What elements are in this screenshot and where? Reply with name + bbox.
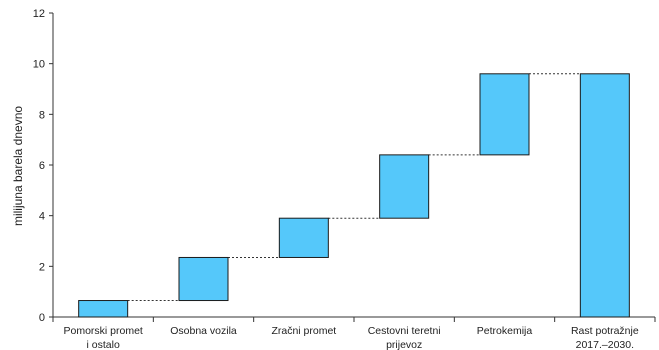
y-axis-title: milijuna barela dnevno xyxy=(11,106,25,226)
x-axis xyxy=(52,316,656,322)
bar xyxy=(178,256,229,302)
y-tick-label: 6 xyxy=(39,160,45,172)
y-tick-label: 8 xyxy=(39,109,45,121)
bar xyxy=(78,300,129,318)
y-tick-label: 2 xyxy=(39,261,45,273)
bars xyxy=(78,73,630,318)
y-tick-label: 10 xyxy=(33,59,45,71)
x-category-label: Pomorski promet i ostalo xyxy=(63,325,142,350)
x-category-label: Osobna vozila xyxy=(170,325,237,337)
bar xyxy=(479,73,530,156)
category-labels: Pomorski promet i ostalo Osobna vozila Zrač… xyxy=(63,325,638,350)
y-tick-label: 0 xyxy=(39,312,45,324)
bar xyxy=(379,154,430,219)
y-tick-label: 4 xyxy=(39,211,45,223)
x-category-label: Cestovni teretni prijevoz xyxy=(368,325,441,350)
connector-lines xyxy=(127,73,581,302)
bar xyxy=(579,73,630,318)
x-category-label: Rast potražnje 2017.–2030. xyxy=(571,325,639,350)
x-category-label: Zračni promet xyxy=(271,325,336,337)
bar xyxy=(278,217,329,258)
y-axis: 0 2 4 6 8 10 12 xyxy=(33,8,54,324)
y-tick-label: 12 xyxy=(33,8,45,20)
x-category-label: Petrokemija xyxy=(477,325,533,337)
